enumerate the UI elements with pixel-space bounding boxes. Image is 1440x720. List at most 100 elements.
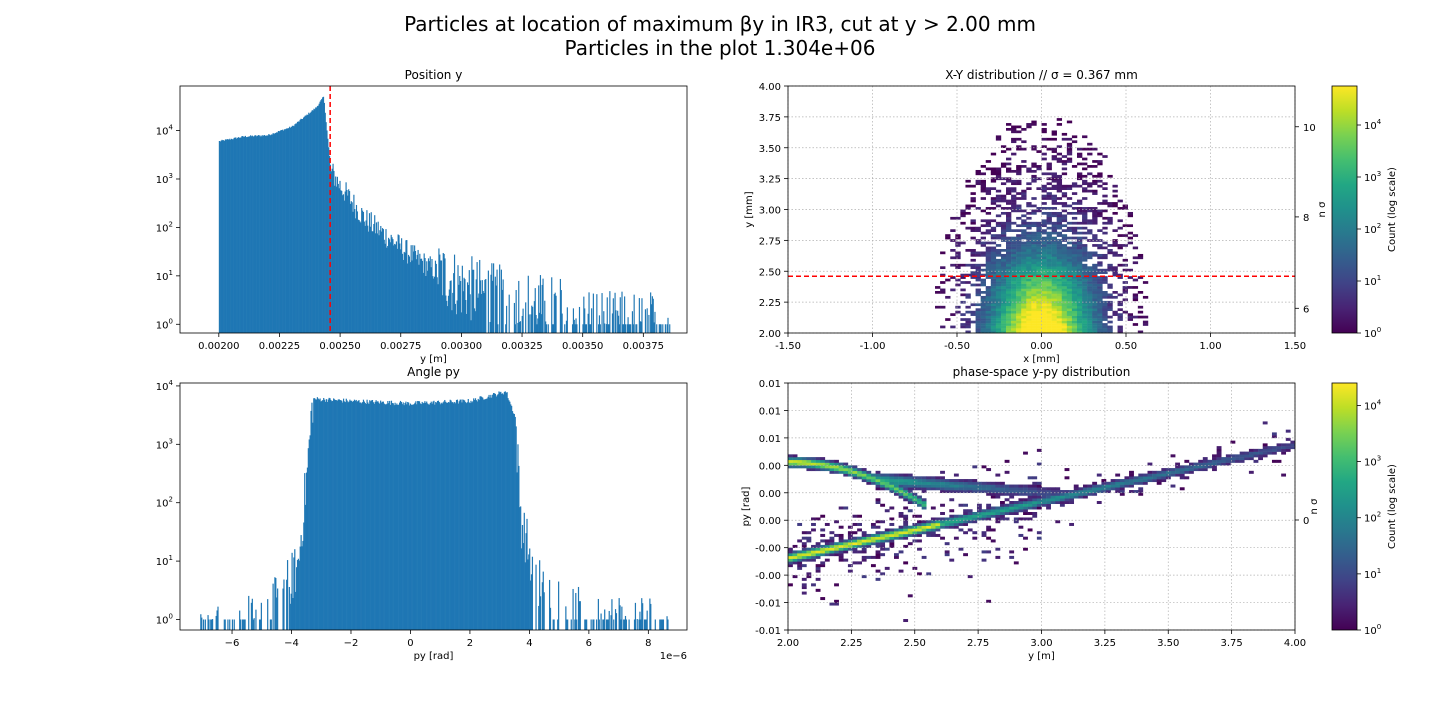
heatmap-cell (1051, 256, 1057, 260)
heatmap-cell (1092, 182, 1098, 186)
heatmap-cell (1127, 231, 1134, 235)
heatmap-cell (970, 197, 976, 200)
heatmap-cell (980, 325, 986, 329)
heatmap-cell (1051, 221, 1057, 225)
heatmap-cell (1000, 281, 1007, 284)
heatmap-cell (1087, 328, 1093, 331)
heatmap-cell (1006, 313, 1012, 316)
heatmap-cell (1016, 315, 1022, 319)
heatmap-cell (949, 522, 955, 526)
heatmap-cell (1102, 221, 1108, 225)
histogram-bar (501, 289, 503, 333)
heatmap-cell (894, 476, 899, 480)
heatmap-cell (788, 454, 793, 458)
histogram-bar (585, 619, 587, 630)
heatmap-cell (1031, 298, 1037, 302)
heatmap-cell (1041, 281, 1047, 284)
heatmap-cell (1107, 303, 1113, 307)
heatmap-cell (1006, 281, 1012, 284)
heatmap-cell (1071, 295, 1078, 299)
heatmap-cell (1076, 256, 1083, 260)
histogram-bar (397, 234, 399, 333)
heatmap-cell (1000, 300, 1007, 304)
heatmap-cell (847, 533, 853, 537)
heatmap-cell (921, 484, 927, 488)
histogram-bar (287, 128, 289, 333)
heatmap-cell (1097, 229, 1103, 232)
heatmap-cell (1267, 451, 1273, 455)
heatmap-cell (1051, 320, 1057, 324)
histogram-bar (357, 219, 359, 333)
histogram-bar (294, 549, 296, 630)
heatmap-cell (1175, 465, 1181, 469)
heatmap-cell (1000, 490, 1005, 494)
heatmap-cell (963, 520, 969, 524)
heatmap-cell (1097, 271, 1103, 274)
heatmap-cell (1036, 263, 1042, 267)
heatmap-cell (1031, 174, 1037, 178)
heatmap-cell (1031, 325, 1037, 329)
histogram-bar (433, 278, 435, 333)
heatmap-cell (838, 550, 844, 554)
heatmap-cell (1061, 300, 1068, 304)
heatmap-cell (1021, 127, 1027, 131)
heatmap-cell (1000, 229, 1007, 232)
heatmap-cell (1041, 246, 1047, 250)
heatmap-cell (829, 550, 835, 554)
heatmap-cell (1056, 283, 1063, 287)
histogram-bar (584, 619, 586, 630)
heatmap-cell (870, 542, 876, 546)
heatmap-cell (838, 506, 844, 510)
heatmap-cell (1082, 315, 1088, 319)
heatmap-cell (1036, 330, 1042, 334)
histogram-bar (618, 598, 620, 630)
heatmap-cell (1051, 261, 1057, 265)
heatmap-cell (1127, 268, 1134, 272)
heatmap-cell (995, 323, 1002, 326)
heatmap-cell (1152, 473, 1157, 477)
histogram-bar (447, 306, 449, 333)
histogram-bar (538, 605, 540, 630)
heatmap-cell (806, 575, 812, 579)
heatmap-cell (889, 473, 895, 477)
heatmap-cell (985, 308, 992, 312)
histogram-bar (296, 123, 298, 333)
heatmap-cell (1184, 465, 1190, 469)
heatmap-cell (866, 470, 872, 474)
histogram-bar (425, 402, 427, 630)
heatmap-cell (985, 320, 992, 324)
histogram-bar (224, 139, 227, 333)
heatmap-cell (995, 276, 1002, 279)
heatmap-cell (955, 263, 961, 267)
histogram-bar (396, 248, 398, 333)
heatmap-cell (990, 268, 997, 272)
heatmap-cell (975, 179, 981, 183)
heatmap-cell (1026, 293, 1032, 297)
histogram-bar (297, 121, 299, 333)
heatmap-cell (880, 487, 886, 491)
heatmap-cell (907, 479, 913, 483)
heatmap-cell (986, 517, 992, 521)
histogram-bar (434, 404, 436, 630)
heatmap-cell (917, 572, 922, 576)
histogram-bar (393, 405, 395, 630)
heatmap-cell (1051, 150, 1057, 153)
heatmap-cell (870, 473, 876, 477)
histogram-bar (363, 221, 365, 333)
heatmap-cell (847, 473, 853, 477)
heatmap-cell (1082, 189, 1088, 193)
heatmap-cell (1087, 303, 1093, 307)
histogram-bar (352, 401, 355, 630)
histogram-bar (403, 251, 405, 333)
heatmap-cell (884, 531, 890, 535)
heatmap-cell (1087, 268, 1093, 272)
histogram-bar (335, 186, 338, 333)
heatmap-cell (990, 187, 997, 190)
histogram-bar (432, 276, 434, 333)
heatmap-cell (1016, 234, 1022, 237)
heatmap-cell (1122, 286, 1128, 289)
panel-xy-distribution: -1.50 -1.00 -0.50 0.00 0.50 1.00 1.502.002.252… (744, 68, 1398, 365)
heatmap-cell (903, 492, 909, 496)
histogram-bar (576, 324, 578, 333)
heatmap-cell (990, 330, 997, 334)
